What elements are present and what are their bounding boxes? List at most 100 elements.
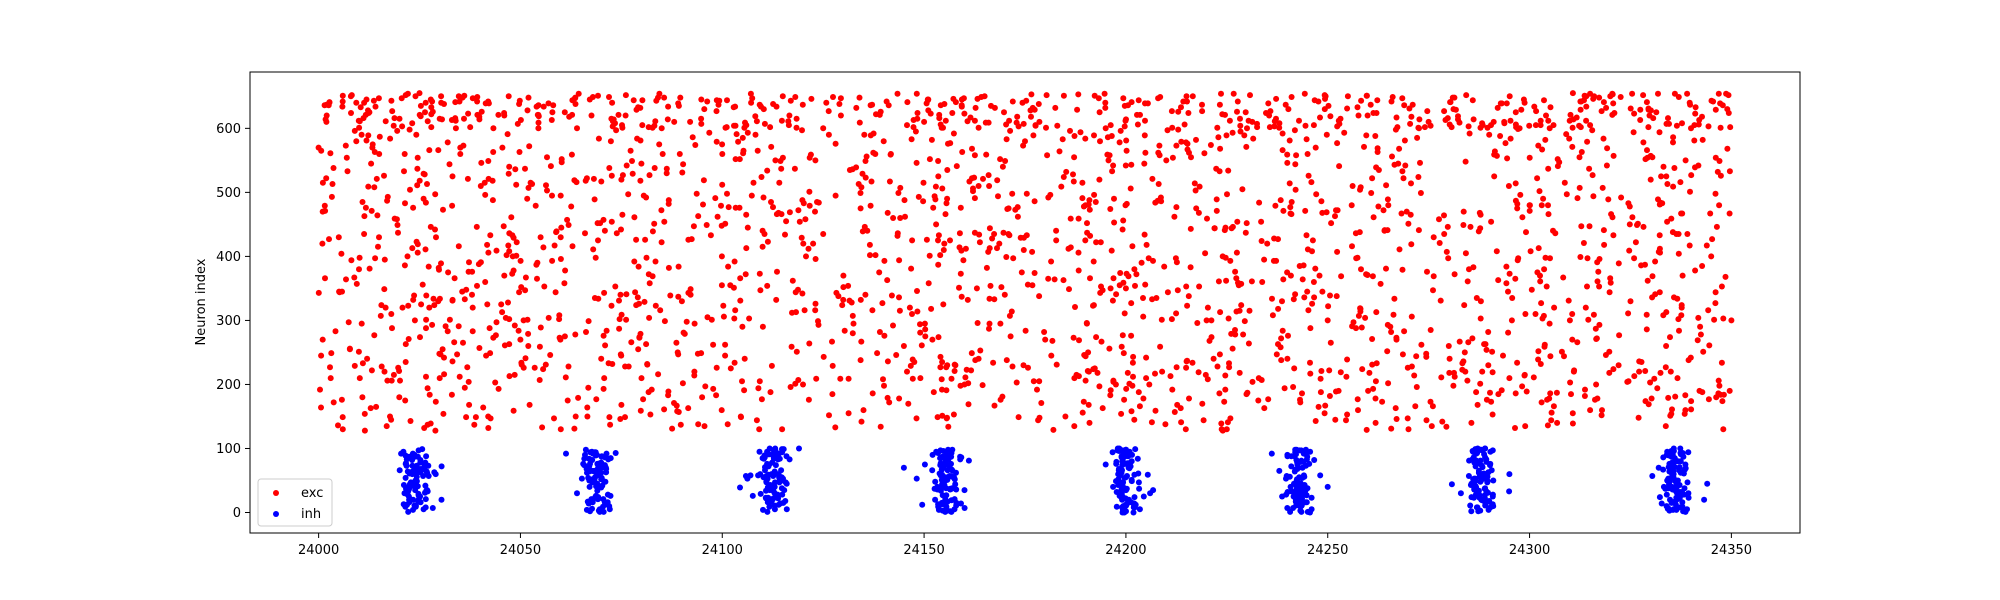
exc-spike-point xyxy=(1405,426,1412,433)
exc-spike-point xyxy=(1086,197,1093,204)
exc-spike-point xyxy=(401,262,408,269)
exc-spike-point xyxy=(1393,336,1400,343)
exc-spike-point xyxy=(1400,175,1407,182)
inh-spike-point xyxy=(939,492,946,499)
exc-spike-point xyxy=(724,190,730,197)
exc-spike-point xyxy=(1441,108,1448,115)
exc-spike-point xyxy=(1067,215,1074,222)
exc-spike-point xyxy=(943,387,950,394)
exc-spike-point xyxy=(513,181,520,188)
exc-spike-point xyxy=(631,214,638,221)
inh-spike-point xyxy=(1472,483,1479,490)
exc-spike-point xyxy=(1532,311,1539,317)
exc-spike-point xyxy=(975,183,982,189)
exc-spike-point xyxy=(826,412,832,419)
exc-spike-point xyxy=(788,343,795,350)
exc-spike-point xyxy=(640,396,647,403)
exc-spike-point xyxy=(533,103,540,110)
exc-spike-point xyxy=(1649,294,1656,301)
exc-spike-point xyxy=(356,124,363,131)
exc-spike-point xyxy=(1123,116,1129,123)
exc-spike-point xyxy=(1317,375,1324,382)
inh-spike-point xyxy=(1677,451,1684,458)
inh-spike-point xyxy=(1136,485,1143,492)
exc-spike-point xyxy=(1075,215,1082,222)
exc-spike-point xyxy=(991,296,998,303)
exc-spike-point xyxy=(1534,175,1541,182)
exc-spike-point xyxy=(703,222,710,228)
exc-spike-point xyxy=(938,124,945,131)
exc-spike-point xyxy=(1645,124,1652,131)
exc-spike-point xyxy=(1196,283,1203,290)
exc-spike-point xyxy=(370,97,377,104)
exc-spike-point xyxy=(932,196,939,203)
exc-spike-point xyxy=(1044,152,1051,159)
exc-spike-point xyxy=(942,117,949,124)
exc-spike-point xyxy=(1514,205,1521,212)
exc-spike-point xyxy=(1686,242,1693,249)
exc-spike-point xyxy=(608,172,615,179)
exc-spike-point xyxy=(904,368,910,375)
exc-spike-point xyxy=(1119,226,1126,233)
exc-spike-point xyxy=(935,334,942,341)
exc-spike-point xyxy=(441,354,447,361)
inh-spike-point xyxy=(1118,486,1125,493)
exc-spike-point xyxy=(698,115,705,122)
exc-spike-point xyxy=(1357,184,1364,191)
exc-spike-point xyxy=(348,92,355,99)
exc-spike-point xyxy=(652,302,659,309)
exc-spike-point xyxy=(1161,263,1168,270)
exc-spike-point xyxy=(960,95,967,102)
exc-spike-point xyxy=(426,304,433,311)
exc-spike-point xyxy=(1222,372,1229,379)
exc-spike-point xyxy=(1608,211,1615,218)
inh-spike-point xyxy=(1704,480,1711,487)
exc-spike-point xyxy=(793,348,800,355)
exc-spike-point xyxy=(355,348,362,355)
inh-spike-point xyxy=(403,460,409,467)
exc-spike-point xyxy=(1348,202,1355,209)
exc-spike-point xyxy=(1647,107,1654,114)
exc-spike-point xyxy=(655,371,662,378)
exc-spike-point xyxy=(460,339,466,346)
exc-spike-point xyxy=(1374,97,1381,104)
exc-spike-point xyxy=(779,93,786,100)
exc-spike-point xyxy=(732,156,739,163)
exc-spike-point xyxy=(1202,250,1209,257)
exc-spike-point xyxy=(1474,401,1481,408)
exc-spike-point xyxy=(315,289,322,296)
exc-spike-point xyxy=(461,384,468,391)
exc-spike-point xyxy=(1307,370,1314,377)
exc-spike-point xyxy=(759,243,766,250)
exc-spike-point xyxy=(619,211,626,218)
exc-spike-point xyxy=(1223,277,1230,284)
exc-spike-point xyxy=(548,117,555,123)
inh-spike-point xyxy=(413,473,420,480)
inh-spike-point xyxy=(404,468,411,475)
exc-spike-point xyxy=(1379,398,1386,405)
inh-spike-point xyxy=(779,491,786,498)
exc-spike-point xyxy=(767,124,774,131)
exc-spike-point xyxy=(701,423,708,430)
exc-spike-point xyxy=(1506,375,1513,382)
exc-spike-point xyxy=(1189,93,1196,100)
exc-spike-point xyxy=(1364,272,1371,278)
exc-spike-point xyxy=(1050,426,1057,433)
exc-spike-point xyxy=(440,410,447,417)
exc-spike-point xyxy=(698,350,705,357)
exc-spike-point xyxy=(845,375,852,382)
exc-spike-point xyxy=(932,183,939,190)
exc-spike-point xyxy=(1344,356,1351,363)
exc-spike-point xyxy=(740,147,747,154)
exc-spike-point xyxy=(616,297,622,304)
inh-spike-point xyxy=(1134,455,1141,462)
exc-spike-point xyxy=(531,364,538,371)
exc-spike-point xyxy=(1416,116,1423,123)
exc-spike-point xyxy=(1323,131,1330,138)
exc-spike-point xyxy=(1034,386,1040,393)
inh-spike-point xyxy=(1674,490,1681,497)
exc-spike-point xyxy=(461,115,467,122)
exc-spike-point xyxy=(1512,121,1519,128)
exc-spike-point xyxy=(893,352,900,358)
exc-spike-point xyxy=(1173,259,1180,266)
